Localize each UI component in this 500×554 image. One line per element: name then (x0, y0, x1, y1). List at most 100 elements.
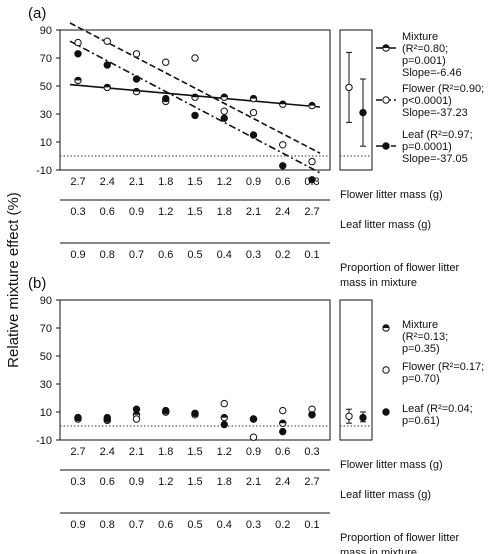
point-flower (249, 433, 258, 441)
x-tick-label: 2.1 (246, 476, 261, 488)
x-tick-label: 2.7 (304, 206, 319, 218)
x-axis-label: Flower litter mass (g) (340, 189, 443, 201)
x-tick-label: 2.7 (70, 176, 85, 188)
x-tick-label: 2.4 (275, 206, 290, 218)
legend-text: p=0.35) (402, 343, 440, 355)
x-tick-label: 0.3 (304, 446, 319, 458)
point-mixture (249, 94, 258, 103)
point-leaf (74, 413, 82, 422)
y-tick-label: -10 (36, 435, 52, 447)
legend-text: p=0.001) (402, 55, 446, 67)
y-tick-label: 90 (40, 295, 52, 307)
panel-a: (a) -10 10 30 50 70 90 2.7 2.4 2.1 1.8 1.5 1.2 0.9 0.6… (28, 5, 484, 289)
point-flower (74, 38, 82, 47)
point-leaf (74, 50, 82, 58)
point-leaf (103, 415, 111, 423)
legend-marker (382, 324, 390, 332)
legend-text: Flower (R²=0.17; (402, 361, 484, 373)
x-tick-label: 0.9 (129, 206, 144, 218)
x-tick-label: 0.7 (129, 519, 144, 531)
y-tick-label: 70 (40, 323, 52, 335)
y-tick-label: 10 (40, 407, 52, 419)
x-tick-label: 2.7 (70, 446, 85, 458)
x-tick-label: 0.3 (70, 476, 85, 488)
legend-text: Mixture (402, 319, 438, 331)
x-tick-label: 0.4 (217, 519, 232, 531)
x-tick-label: 0.6 (275, 446, 290, 458)
point-leaf (162, 94, 170, 103)
x-tick-label: 0.6 (100, 206, 115, 218)
point-mixture-fill (279, 420, 286, 424)
x-tick-label: 0.6 (158, 519, 173, 531)
point-mixture-fill (74, 77, 82, 81)
point-flower (220, 399, 228, 408)
x-tick-label: 2.1 (246, 206, 261, 218)
x-tick-label: 2.1 (129, 176, 144, 188)
point-leaf (191, 409, 199, 418)
legend-text: p=0.0001) (402, 141, 452, 153)
legend-marker-fill (382, 44, 390, 48)
legend-marker (382, 96, 390, 104)
point-mixture-fill (308, 102, 316, 106)
legend-marker (382, 142, 390, 150)
point-leaf (279, 427, 287, 436)
x-tick-label: 2.4 (100, 446, 115, 458)
point-mixture (103, 83, 111, 92)
point-leaf (308, 411, 316, 419)
legend-text: p<0.0001) (402, 95, 452, 107)
point-leaf (220, 420, 228, 429)
point-leaf (191, 111, 199, 120)
y-tick-label: 30 (40, 109, 52, 121)
point-leaf (162, 406, 170, 415)
fit-line-flower (69, 22, 321, 154)
point-leaf (249, 131, 258, 139)
point-mixture (279, 419, 287, 427)
x-tick-label: 1.8 (158, 176, 173, 188)
x-tick-label: 0.1 (304, 519, 319, 531)
x-tick-label: 0.6 (158, 249, 173, 261)
x-tick-label: 0.8 (100, 249, 115, 261)
y-tick-label: 90 (40, 25, 52, 37)
plot-frame (59, 299, 331, 441)
x-tick-label: 0.9 (129, 476, 144, 488)
y-axis-label: Relative mixture effect (%) (5, 192, 22, 368)
y-tick-label: 50 (40, 81, 52, 93)
x-tick-label: 2.7 (304, 476, 319, 488)
point-flower (191, 54, 199, 62)
x-tick-label: 0.6 (100, 476, 115, 488)
fit-line-leaf (69, 40, 321, 174)
x-axis-label: Leaf litter mass (g) (340, 489, 431, 501)
point-mixture (279, 100, 287, 108)
x-axis-label: Proportion of flower litter (340, 532, 460, 544)
mean-point (345, 83, 353, 92)
panel-b: (b) -10 10 30 50 70 90 2.7 2.4 2.1 1.8 1.5 1.2 0.9 0.6… (28, 275, 484, 554)
point-flower (279, 406, 287, 415)
legend-text: Leaf (R²=0.04; (402, 403, 473, 415)
legend-text: (R²=0.13; (402, 331, 448, 343)
point-flower (162, 58, 170, 66)
point-leaf (220, 114, 228, 122)
point-flower (249, 108, 258, 117)
point-leaf (132, 75, 141, 83)
x-tick-label: 1.5 (187, 176, 202, 188)
x-axis-label: mass in mixture (340, 277, 417, 289)
x-tick-label: 2.1 (129, 446, 144, 458)
x-tick-label: 0.7 (129, 249, 144, 261)
x-tick-label: 1.2 (217, 446, 232, 458)
x-tick-label: 1.2 (217, 176, 232, 188)
x-axis-label: Proportion of flower litter (340, 262, 460, 274)
point-mixture-fill (221, 94, 228, 98)
x-tick-label: 0.1 (304, 249, 319, 261)
point-mixture-fill (279, 101, 286, 105)
x-tick-label: 0.9 (70, 519, 85, 531)
x-tick-label: 0.8 (100, 519, 115, 531)
x-axis-label: mass in mixture (340, 547, 417, 554)
point-mixture (220, 93, 228, 101)
legend-text: p=0.70) (402, 373, 440, 385)
y-tick-label: 50 (40, 351, 52, 363)
x-tick-label: 1.2 (158, 206, 173, 218)
point-leaf (308, 176, 316, 184)
point-flower (132, 415, 141, 423)
x-tick-label: 0.2 (275, 519, 290, 531)
x-tick-label: 1.2 (158, 476, 173, 488)
